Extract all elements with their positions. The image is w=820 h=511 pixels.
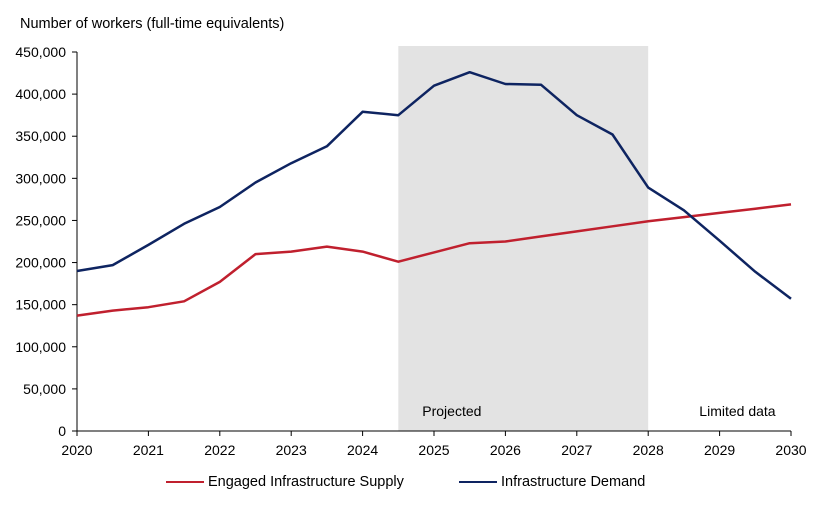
y-tick-label: 100,000 — [15, 339, 66, 355]
x-tick-label: 2028 — [633, 442, 664, 458]
y-axis-label: Number of workers (full-time equivalents… — [20, 16, 284, 32]
x-tick-label: 2020 — [61, 442, 92, 458]
y-tick-label: 250,000 — [15, 212, 66, 228]
x-tick-label: 2024 — [347, 442, 378, 458]
x-tick-label: 2023 — [276, 442, 307, 458]
x-tick-label: 2030 — [775, 442, 806, 458]
x-tick-label: 2029 — [704, 442, 735, 458]
y-tick-label: 450,000 — [15, 44, 66, 60]
legend-swatch-supply — [166, 481, 204, 483]
y-tick-label: 200,000 — [15, 255, 66, 271]
x-tick-label: 2025 — [418, 442, 449, 458]
legend-item-supply: Engaged Infrastructure Supply — [166, 474, 404, 490]
legend-item-demand: Infrastructure Demand — [459, 474, 645, 490]
line-chart: 0 50,000 100,000 150,000 200,000 250,000 300,0… — [15, 16, 807, 458]
y-tick-label: 50,000 — [23, 381, 66, 397]
series-lines — [76, 70, 792, 317]
x-tick-label: 2027 — [561, 442, 592, 458]
y-tick-label: 350,000 — [15, 128, 66, 144]
y-tick-label: 150,000 — [15, 297, 66, 313]
x-tick-label: 2022 — [204, 442, 235, 458]
y-axis-ticks: 0 50,000 100,000 150,000 200,000 250,000 300,0… — [15, 44, 77, 439]
y-tick-label: 400,000 — [15, 86, 66, 102]
annotation-limited-data: Limited data — [699, 403, 775, 419]
x-tick-label: 2026 — [490, 442, 521, 458]
y-tick-label: 0 — [58, 423, 66, 439]
legend-label-demand: Infrastructure Demand — [501, 474, 646, 490]
legend-label-supply: Engaged Infrastructure Supply — [208, 474, 404, 490]
series-line-demand — [76, 70, 792, 300]
annotation-projected: Projected — [422, 403, 481, 419]
x-axis-ticks: 2020 2021 2022 2023 2024 2025 2026 2027 2028 2029… — [61, 431, 807, 458]
series-line-supply — [76, 203, 792, 317]
y-tick-label: 300,000 — [15, 170, 66, 186]
chart-legend: Engaged Infrastructure Supply Infrastruc… — [0, 474, 820, 498]
legend-swatch-demand — [459, 481, 497, 483]
x-tick-label: 2021 — [133, 442, 164, 458]
